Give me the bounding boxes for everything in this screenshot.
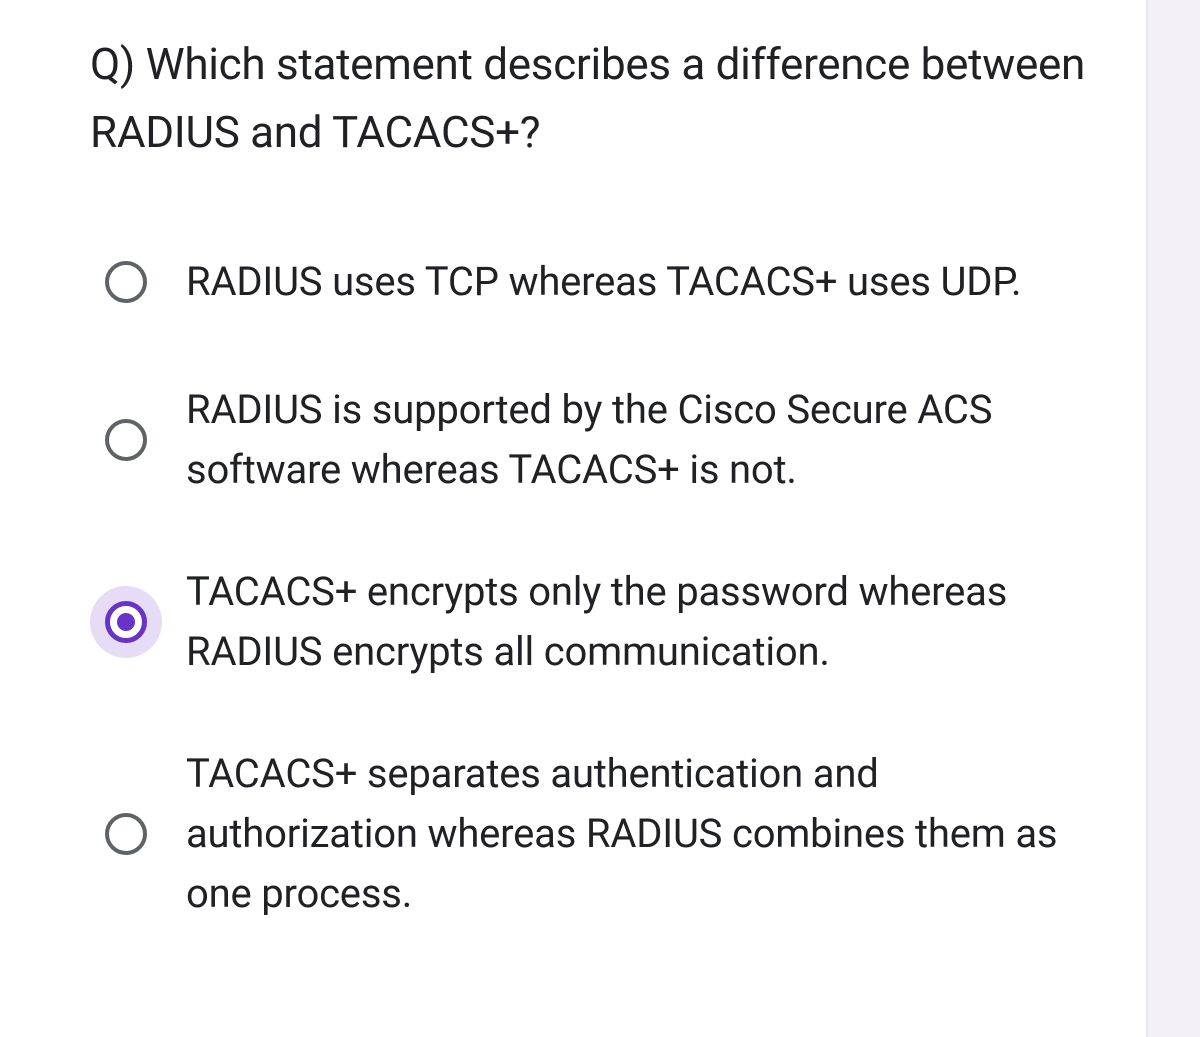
radio-button[interactable] bbox=[90, 246, 162, 318]
option-row[interactable]: TACACS+ separates authentication and aut… bbox=[90, 744, 1086, 924]
option-row[interactable]: RADIUS uses TCP whereas TACACS+ uses UDP… bbox=[90, 246, 1086, 318]
option-label: TACACS+ encrypts only the password where… bbox=[186, 562, 1086, 682]
option-label: RADIUS is supported by the Cisco Secure … bbox=[186, 380, 1086, 500]
options-list: RADIUS uses TCP whereas TACACS+ uses UDP… bbox=[90, 246, 1086, 924]
option-row[interactable]: TACACS+ encrypts only the password where… bbox=[90, 562, 1086, 682]
option-label: RADIUS uses TCP whereas TACACS+ uses UDP… bbox=[186, 252, 1021, 312]
question-card: Q) Which statement describes a differenc… bbox=[0, 0, 1148, 1037]
option-row[interactable]: RADIUS is supported by the Cisco Secure … bbox=[90, 380, 1086, 500]
question-text: Q) Which statement describes a differenc… bbox=[90, 30, 1086, 166]
radio-button-selected[interactable] bbox=[90, 586, 162, 658]
radio-inner-dot bbox=[117, 613, 135, 631]
option-label: TACACS+ separates authentication and aut… bbox=[186, 744, 1086, 924]
radio-button[interactable] bbox=[90, 404, 162, 476]
radio-button[interactable] bbox=[90, 798, 162, 870]
